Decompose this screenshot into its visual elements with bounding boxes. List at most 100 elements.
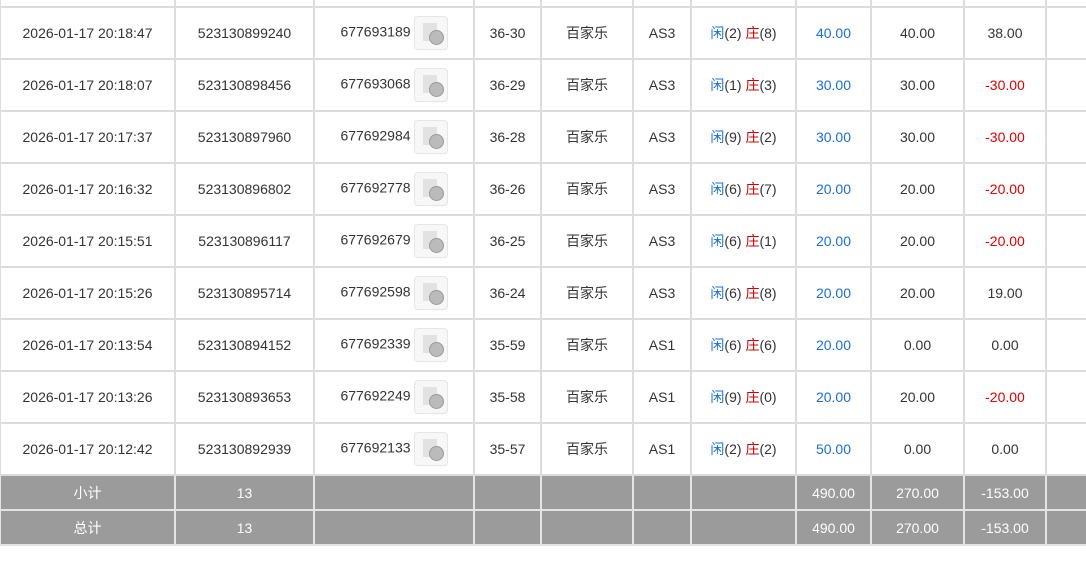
banker-label: 庄 [745,389,760,405]
video-replay-icon[interactable] [413,380,448,414]
bet-id: 523130893653 [174,370,315,424]
valid-amount: 20.00 [870,370,965,424]
banker-points: (2) [759,441,777,457]
win-loss: -30.00 [963,110,1047,164]
video-replay-icon[interactable] [413,120,448,154]
empty-cell [1045,370,1086,424]
bet-amount: 20.00 [795,318,872,372]
empty-cell [313,474,475,511]
banker-label: 庄 [745,285,760,301]
video-replay-icon[interactable] [413,224,448,258]
table-row: 2026-01-17 20:15:26 523130895714 6776925… [0,266,1086,320]
game-id: 677692598 [340,283,411,300]
result: 闲(6) 庄(1) [690,214,797,268]
valid-amount: 20.00 [870,266,965,320]
video-replay-icon[interactable] [413,432,448,466]
banker-label: 庄 [745,233,760,249]
empty-cell [1045,266,1086,320]
bet-amount: 20.00 [795,370,872,424]
table-row: 2026-01-17 20:15:51 523130896117 6776926… [0,214,1086,268]
valid-amount: 0.00 [870,318,965,372]
banker-label: 庄 [745,129,760,145]
player-points: (6) [724,181,742,197]
player-label: 闲 [710,441,725,457]
round: 36-30 [473,6,542,60]
empty-cell [1045,58,1086,112]
table-row: 2026-01-17 20:12:42 523130892939 6776921… [0,422,1086,476]
video-replay-icon[interactable] [413,16,448,50]
table-row: 2026-01-17 20:17:37 523130897960 6776929… [0,110,1086,164]
subtotal-valid: 270.00 [870,474,965,511]
player-label: 闲 [710,337,725,353]
player-points: (6) [724,285,742,301]
empty-cell [632,474,692,511]
win-loss: 0.00 [963,422,1047,476]
game-id: 677692679 [340,231,411,248]
bet-amount: 40.00 [795,6,872,60]
player-points: (1) [724,77,742,93]
game-id: 677692778 [340,179,411,196]
empty-cell [540,509,634,546]
round: 36-24 [473,266,542,320]
bet-amount: 30.00 [795,110,872,164]
subtotal-count: 13 [174,474,315,511]
valid-amount: 30.00 [870,58,965,112]
result: 闲(9) 庄(2) [690,110,797,164]
bet-time: 2026-01-17 20:12:42 [0,422,176,476]
valid-amount: 0.00 [870,422,965,476]
valid-amount: 20.00 [870,162,965,216]
empty-cell [1045,214,1086,268]
total-valid: 270.00 [870,509,965,546]
bet-time: 2026-01-17 20:15:26 [0,266,176,320]
game-id: 677692339 [340,335,411,352]
win-loss: -20.00 [963,162,1047,216]
banker-points: (3) [759,77,777,93]
subtotal-label: 小计 [0,474,176,511]
win-loss: 0.00 [963,318,1047,372]
result: 闲(6) 庄(8) [690,266,797,320]
banker-points: (7) [759,181,777,197]
player-points: (2) [724,441,742,457]
win-loss: -20.00 [963,370,1047,424]
total-bet: 490.00 [795,509,872,546]
result: 闲(1) 庄(3) [690,58,797,112]
game-id-cell: 677692679 [313,214,475,268]
result: 闲(6) 庄(7) [690,162,797,216]
banker-points: (6) [759,337,777,353]
empty-cell [632,509,692,546]
bet-records-table: 2026-01-17 20:18:47 523130899240 6776931… [0,0,1086,546]
game-id: 677692984 [340,127,411,144]
table-name: AS3 [632,214,692,268]
bet-id: 523130892939 [174,422,315,476]
round: 35-59 [473,318,542,372]
banker-points: (8) [759,285,777,301]
table-row: 2026-01-17 20:13:54 523130894152 6776923… [0,318,1086,372]
subtotal-row: 小计 13 490.00 270.00 -153.00 [0,474,1086,511]
bet-time: 2026-01-17 20:17:37 [0,110,176,164]
video-replay-icon[interactable] [413,276,448,310]
total-win: -153.00 [963,509,1047,546]
player-points: (9) [724,129,742,145]
game-id-cell: 677692598 [313,266,475,320]
game-id-cell: 677692133 [313,422,475,476]
game-id-cell: 677692339 [313,318,475,372]
empty-cell [1045,509,1086,546]
bet-id: 523130894152 [174,318,315,372]
win-loss: 38.00 [963,6,1047,60]
empty-cell [540,474,634,511]
game-name: 百家乐 [540,422,634,476]
empty-cell [473,474,542,511]
bet-amount: 30.00 [795,58,872,112]
empty-cell [1045,422,1086,476]
video-replay-icon[interactable] [413,328,448,362]
table-name: AS1 [632,422,692,476]
table-name: AS3 [632,266,692,320]
game-name: 百家乐 [540,318,634,372]
table-name: AS3 [632,110,692,164]
total-count: 13 [174,509,315,546]
player-label: 闲 [710,389,725,405]
empty-cell [690,474,797,511]
video-replay-icon[interactable] [413,68,448,102]
table-row: 2026-01-17 20:18:07 523130898456 6776930… [0,58,1086,112]
video-replay-icon[interactable] [413,172,448,206]
